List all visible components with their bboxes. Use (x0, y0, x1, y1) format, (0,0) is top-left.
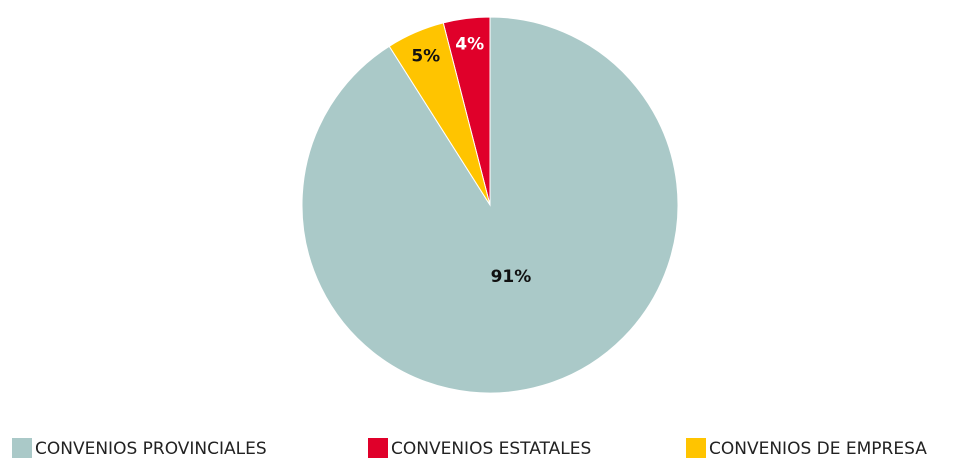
data-label: 4% (455, 35, 484, 55)
data-label: 91% (491, 267, 532, 287)
legend-label: CONVENIOS DE EMPRESA (709, 439, 927, 458)
data-label: 5% (411, 47, 440, 67)
pie-slice (388, 22, 491, 206)
legend-swatch (368, 438, 388, 458)
legend-swatch (686, 438, 706, 458)
legend-label: CONVENIOS PROVINCIALES (35, 439, 267, 458)
legend-swatch (12, 438, 32, 458)
legend-label: CONVENIOS ESTATALES (391, 439, 591, 458)
